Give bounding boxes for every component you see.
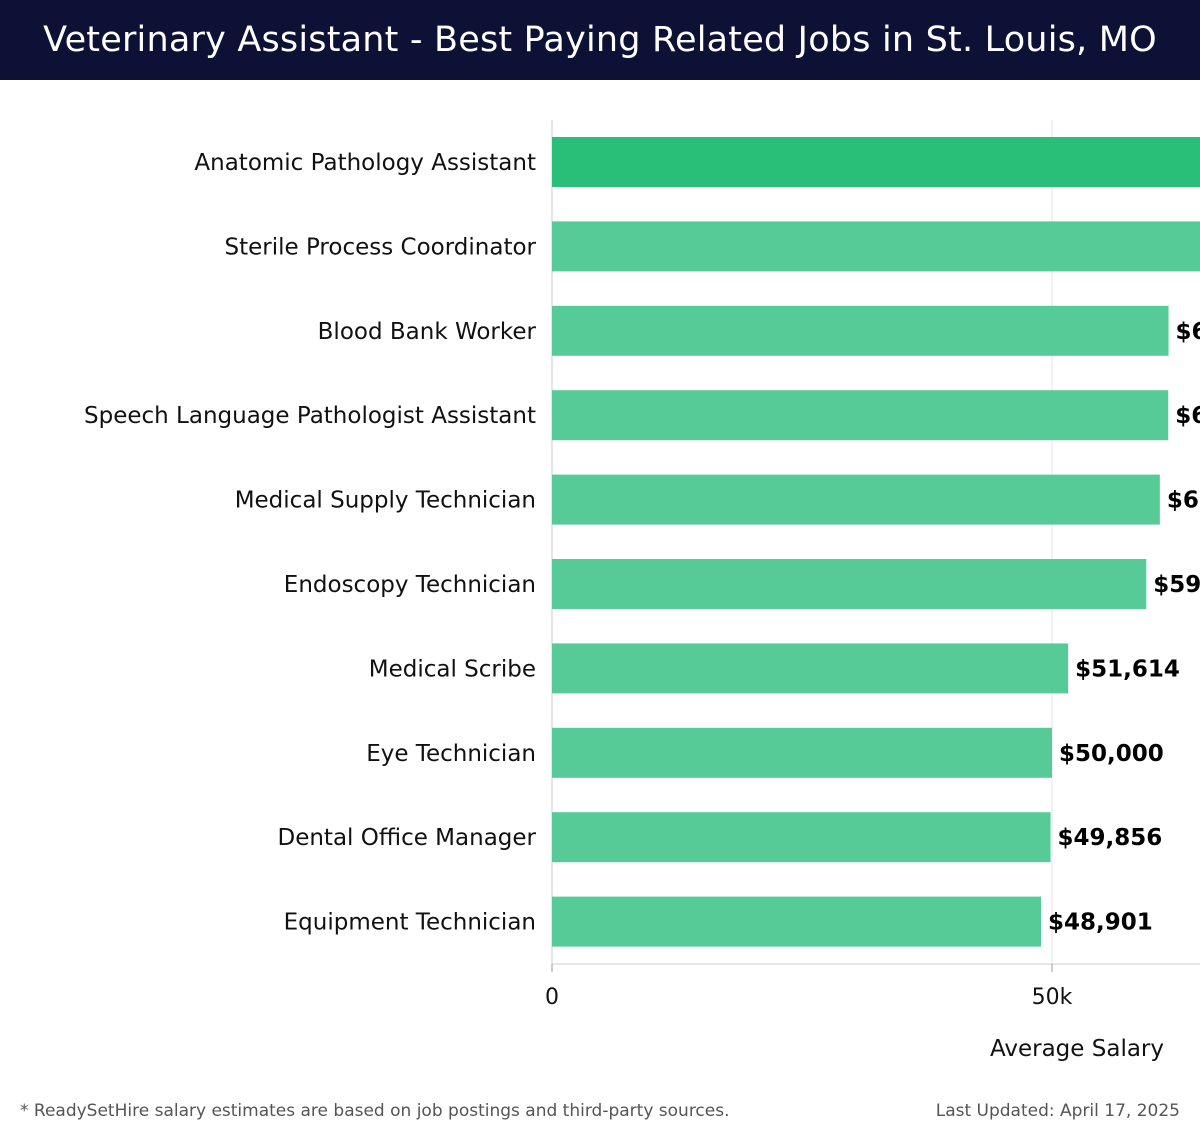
value-label: $48,901 xyxy=(1048,910,1153,936)
bar xyxy=(552,559,1147,609)
category-label: Blood Bank Worker xyxy=(318,319,537,345)
value-label: $51,614 xyxy=(1075,656,1180,682)
bars xyxy=(552,137,1200,947)
x-tick-label: 0 xyxy=(545,985,559,1010)
last-updated: Last Updated: April 17, 2025 xyxy=(935,1101,1180,1121)
chart-title: Veterinary Assistant - Best Paying Relat… xyxy=(43,20,1157,60)
bar xyxy=(552,137,1200,187)
value-label: $61,654 xyxy=(1176,319,1200,345)
bar xyxy=(552,812,1051,863)
value-label: $59,426 xyxy=(1153,572,1200,598)
bar xyxy=(552,896,1042,947)
bar xyxy=(552,643,1069,694)
bar xyxy=(552,221,1200,272)
value-label: $50,000 xyxy=(1059,741,1164,767)
category-label: Sterile Process Coordinator xyxy=(225,234,537,260)
value-label: $60,785 xyxy=(1167,488,1200,514)
category-label: Endoscopy Technician xyxy=(284,572,536,598)
bar xyxy=(552,305,1169,356)
footnote: * ReadySetHire salary estimates are base… xyxy=(20,1101,730,1121)
category-label: Speech Language Pathologist Assistant xyxy=(84,403,536,429)
category-label: Medical Supply Technician xyxy=(235,488,536,514)
x-axis-title: Average Salary xyxy=(990,1036,1164,1062)
bar xyxy=(552,390,1169,441)
labels: Anatomic Pathology Assistant$100,204Ster… xyxy=(84,150,1200,936)
value-label: $61,625 xyxy=(1175,403,1200,429)
bar xyxy=(552,727,1052,778)
category-label: Anatomic Pathology Assistant xyxy=(194,150,536,176)
category-label: Eye Technician xyxy=(366,741,536,767)
chart-header: Veterinary Assistant - Best Paying Relat… xyxy=(0,0,1200,80)
x-tick-label: 50k xyxy=(1032,985,1073,1010)
salary-bar-chart: Anatomic Pathology Assistant$100,204Ster… xyxy=(84,120,1200,1062)
category-label: Equipment Technician xyxy=(284,910,536,936)
bar xyxy=(552,474,1160,525)
category-label: Dental Office Manager xyxy=(277,825,536,851)
value-label: $49,856 xyxy=(1058,825,1163,851)
x-axis: 050k100kAverage Salary xyxy=(545,963,1200,1062)
category-label: Medical Scribe xyxy=(369,656,536,682)
